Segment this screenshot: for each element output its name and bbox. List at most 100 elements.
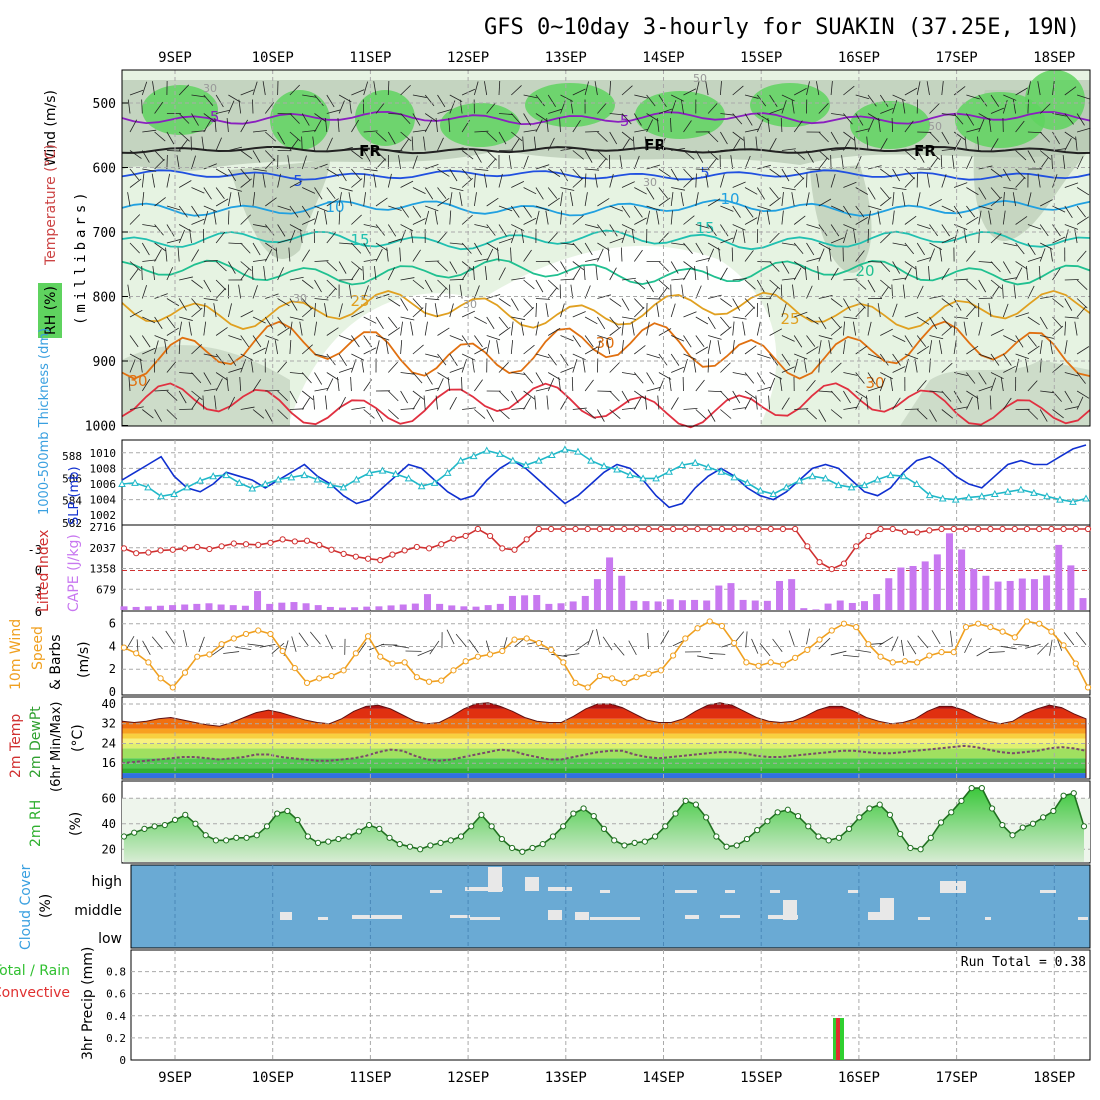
upper-wind-barb — [634, 306, 645, 318]
upper-wind-barb — [498, 224, 507, 237]
date-label-top: 17SEP — [936, 50, 978, 66]
rh2m-point — [304, 833, 311, 840]
upper-wind-barb — [597, 242, 610, 251]
upper-wind-barb — [867, 94, 877, 107]
upper-wind-barb — [978, 386, 993, 392]
rh2m-point — [1019, 824, 1026, 831]
upper-wind-barb — [154, 158, 165, 170]
upper-wind-barb — [793, 177, 805, 188]
upper-wind-barb — [547, 261, 559, 272]
lifted-index-point — [718, 525, 726, 533]
upper-wind-barb — [437, 261, 448, 272]
upper-wind-barb — [547, 187, 558, 199]
upper-wind-barb — [585, 168, 600, 171]
wind10-speed-point — [486, 651, 494, 658]
upper-wind-barb — [474, 173, 476, 188]
upper-wind-barb — [644, 395, 647, 410]
upper-wind-barb — [373, 173, 377, 188]
upper-wind-barb — [1052, 174, 1058, 188]
upper-wind-barb — [228, 94, 241, 103]
upper-wind-barb — [1015, 267, 1023, 281]
upper-wind-barb — [240, 242, 251, 254]
wind10-barb — [1049, 639, 1053, 656]
upper-wind-barb — [621, 205, 631, 218]
upper-wind-barb — [215, 372, 228, 381]
date-label-top: 9SEP — [158, 50, 192, 66]
upper-wind-barb — [388, 361, 398, 373]
upper-wind-barb — [941, 205, 955, 213]
upper-wind-barb — [449, 168, 458, 182]
upper-wind-barb — [718, 247, 721, 262]
upper-wind-barb — [240, 310, 254, 318]
upper-wind-barb — [1052, 409, 1064, 419]
upper-wind-barb — [486, 242, 499, 251]
rh2m-point — [835, 834, 842, 841]
lifted-index-point — [560, 525, 567, 533]
upper-wind-barb — [314, 279, 322, 293]
upper-wind-barb — [720, 326, 732, 336]
upper-wind-barb — [203, 321, 207, 336]
wind10-speed-point — [828, 627, 835, 634]
upper-wind-barb — [228, 146, 243, 151]
upper-wind-barb — [498, 267, 506, 281]
upper-wind-barb — [351, 310, 365, 318]
thickness-point — [404, 474, 413, 482]
upper-wind-barb — [830, 173, 836, 188]
cape-bar — [496, 603, 504, 610]
cloud-block — [770, 890, 780, 893]
wind10-speed-point — [242, 630, 250, 638]
thickness-point — [769, 489, 778, 498]
upper-wind-barb — [670, 210, 673, 225]
upper-wind-barb — [523, 94, 538, 99]
upper-wind-barb — [189, 229, 192, 244]
wind10-barb — [183, 630, 188, 646]
rh2m-point — [917, 846, 924, 853]
rh2m-point — [743, 835, 751, 843]
upper-wind-barb — [843, 85, 855, 96]
upper-wind-barb — [486, 340, 491, 355]
upper-wind-barb — [1015, 87, 1028, 96]
upper-wind-barb — [425, 205, 439, 212]
upper-wind-barb — [830, 237, 845, 244]
wind10-barb — [891, 636, 899, 652]
upper-wind-barb — [855, 217, 868, 225]
upper-wind-barb — [252, 347, 266, 355]
thickness-tick: 588 — [62, 450, 82, 463]
upper-wind-barb — [252, 242, 261, 256]
cloud-block — [725, 890, 735, 893]
upper-wind-barb — [400, 372, 415, 375]
rh2m-point — [508, 844, 516, 852]
upper-wind-barb — [1027, 224, 1042, 230]
rh2m-point — [549, 833, 557, 840]
upper-wind-barb — [830, 131, 839, 145]
temp-band — [122, 702, 1086, 709]
upper-wind-barb — [732, 229, 738, 244]
upper-wind-barb — [1064, 390, 1073, 404]
lifted-index-point — [145, 549, 152, 556]
isotherm-label: 20 — [855, 262, 874, 280]
upper-wind-barb — [705, 173, 709, 188]
upper-wind-barb — [560, 367, 574, 373]
upper-wind-barb — [680, 192, 684, 207]
upper-wind-barb — [191, 397, 200, 410]
upper-wind-barb — [165, 247, 168, 262]
upper-wind-barb — [375, 316, 384, 330]
upper-wind-barb — [166, 409, 178, 420]
wind10-speed-point — [804, 646, 811, 653]
rh2m-area — [124, 788, 1084, 862]
upper-wind-barb — [252, 316, 266, 324]
upper-wind-barb — [128, 377, 131, 392]
upper-wind-barb — [584, 316, 598, 325]
cloud-block — [600, 890, 610, 893]
upper-wind-barb — [584, 81, 589, 96]
rh2m-point — [856, 814, 863, 821]
slp-tick: 1004 — [90, 494, 117, 507]
upper-wind-barb — [523, 279, 535, 290]
upper-wind-barb — [164, 340, 168, 355]
upper-wind-barb — [203, 388, 218, 392]
upper-wind-barb — [535, 372, 544, 385]
cape-bar — [1055, 544, 1063, 610]
upper-wind-barb — [990, 196, 1002, 207]
upper-wind-barb — [1027, 335, 1037, 347]
